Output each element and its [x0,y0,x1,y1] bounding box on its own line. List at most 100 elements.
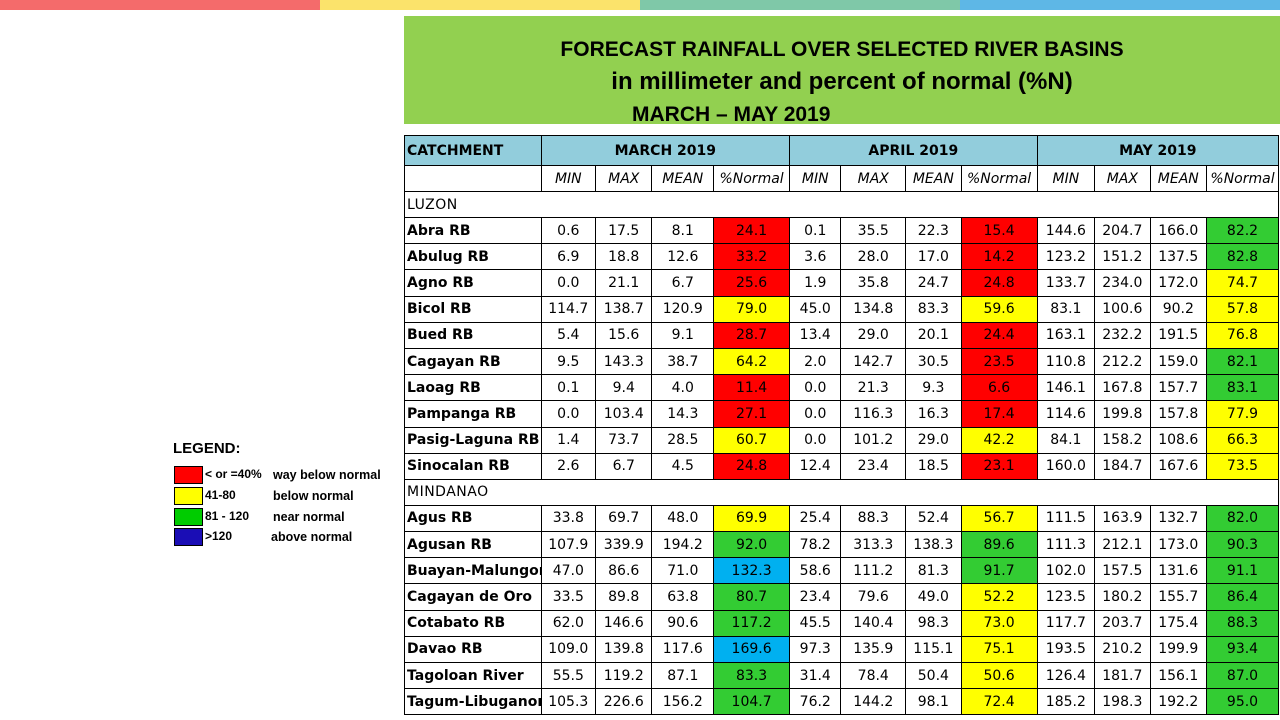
month-header: MARCH 2019 [540,135,791,166]
mean-cell: 81.3 [905,557,962,585]
mean-cell: 38.7 [651,347,715,376]
table-row: Agno RB 0.0 21.1 6.7 25.6 1.9 35.8 24.7 24.8 133.… [404,269,1279,297]
min-cell: 3.6 [789,243,842,271]
catchment-name: Davao RB [404,635,542,664]
table-row: Tagum-Libuganon 105.3 226.6 156.2 104.7 76.2 1… [404,688,1279,716]
mean-cell: 20.1 [905,321,962,349]
region-label: LUZON [404,191,1279,218]
min-cell: 23.4 [789,583,842,611]
percent-normal-cell: 24.8 [713,452,791,480]
catchment-name: Laoag RB [404,374,542,402]
min-cell: 146.1 [1036,374,1096,402]
min-cell: 185.2 [1036,688,1096,716]
percent-normal-cell: 27.1 [713,400,791,428]
min-cell: 97.3 [789,635,842,664]
catchment-name: Tagoloan River [404,661,542,690]
top-bar-segment [960,0,1280,10]
max-cell: 119.2 [594,661,653,690]
mean-cell: 8.1 [651,216,715,245]
table-row: Agus RB 33.8 69.7 48.0 69.9 25.4 88.3 52.4 56.7 1… [404,504,1279,533]
mean-cell: 98.3 [905,609,962,637]
mean-cell: 117.6 [651,635,715,664]
percent-normal-cell: 57.8 [1206,295,1279,323]
max-cell: 69.7 [594,504,653,533]
min-cell: 144.6 [1036,216,1096,245]
max-cell: 212.2 [1094,347,1151,376]
legend: LEGEND: < or =40% way below normal 41-80… [173,440,403,550]
min-cell: 163.1 [1036,321,1096,349]
catchment-name: Pasig-Laguna RB [404,426,542,454]
max-cell: 144.2 [840,688,907,716]
catchment-name: Buayan-Malungon [404,557,542,585]
legend-item-above-normal: >120 above normal [173,528,403,546]
max-cell: 184.7 [1094,452,1151,480]
mean-cell: 115.1 [905,635,962,664]
mean-cell: 83.3 [905,295,962,323]
mean-cell: 16.3 [905,400,962,428]
legend-range: >120 [205,529,233,543]
top-color-bar [0,0,1280,10]
mean-cell: 194.2 [651,531,715,559]
subheader-max: MAX [1094,165,1151,192]
max-cell: 135.9 [840,635,907,664]
mean-cell: 28.5 [651,426,715,454]
min-cell: 110.8 [1036,347,1096,376]
legend-title: LEGEND: [173,440,241,457]
max-cell: 35.8 [840,269,907,297]
legend-label: below normal [273,489,354,503]
table-body: LUZON Abra RB 0.6 17.5 8.1 24.1 0.1 35.5 22.3 15.… [404,191,1279,716]
percent-normal-cell: 93.4 [1206,635,1279,664]
max-cell: 111.2 [840,557,907,585]
max-cell: 9.4 [594,374,653,402]
min-cell: 55.5 [540,661,597,690]
legend-range: 81 - 120 [205,509,250,523]
min-cell: 6.9 [540,243,597,271]
max-cell: 28.0 [840,243,907,271]
mean-cell: 199.9 [1149,635,1208,664]
rainfall-table: CATCHMENT MARCH 2019 APRIL 2019 MAY 2019… [404,135,1280,716]
percent-normal-cell: 104.7 [713,688,791,716]
min-cell: 0.0 [789,374,842,402]
percent-normal-cell: 64.2 [713,347,791,376]
legend-item-below-normal: 41-80 below normal [173,487,403,505]
catchment-name: Pampanga RB [404,400,542,428]
max-cell: 226.6 [594,688,653,716]
mean-cell: 156.1 [1149,661,1208,690]
min-cell: 1.9 [789,269,842,297]
percent-normal-cell: 74.7 [1206,269,1279,297]
mean-cell: 156.2 [651,688,715,716]
min-cell: 33.8 [540,504,597,533]
max-cell: 140.4 [840,609,907,637]
min-cell: 1.4 [540,426,597,454]
mean-cell: 157.7 [1149,374,1208,402]
table-row: Cagayan RB 9.5 143.3 38.7 64.2 2.0 142.7 30.5 23… [404,347,1279,376]
mean-cell: 138.3 [905,531,962,559]
min-cell: 47.0 [540,557,597,585]
region-row: LUZON [404,191,1279,218]
mean-cell: 173.0 [1149,531,1208,559]
min-cell: 0.0 [540,269,597,297]
table-row: Sinocalan RB 2.6 6.7 4.5 24.8 12.4 23.4 18.5 23.… [404,452,1279,480]
percent-normal-cell: 76.8 [1206,321,1279,349]
max-cell: 138.7 [594,295,653,323]
percent-normal-cell: 24.4 [960,321,1038,349]
catchment-name: Tagum-Libuganon [404,688,542,716]
table-row: Abulug RB 6.9 18.8 12.6 33.2 3.6 28.0 17.0 14.2 1… [404,243,1279,271]
max-cell: 180.2 [1094,583,1151,611]
max-cell: 163.9 [1094,504,1151,533]
table-row: Cotabato RB 62.0 146.6 90.6 117.2 45.5 140.4 98… [404,609,1279,637]
table-row: Tagoloan River 55.5 119.2 87.1 83.3 31.4 78.4 5… [404,661,1279,690]
min-cell: 31.4 [789,661,842,690]
top-bar-segment [0,0,320,10]
max-cell: 151.2 [1094,243,1151,271]
max-cell: 146.6 [594,609,653,637]
mean-cell: 29.0 [905,426,962,454]
percent-normal-cell: 17.4 [960,400,1038,428]
max-cell: 210.2 [1094,635,1151,664]
mean-cell: 71.0 [651,557,715,585]
table-row: Davao RB 109.0 139.8 117.6 169.6 97.3 135.9 115… [404,635,1279,664]
mean-cell: 6.7 [651,269,715,297]
percent-normal-cell: 88.3 [1206,609,1279,637]
max-cell: 103.4 [594,400,653,428]
legend-label: above normal [271,530,353,544]
